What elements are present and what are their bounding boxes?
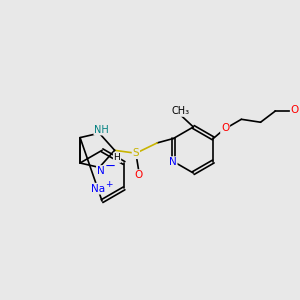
Text: N: N xyxy=(97,166,105,176)
Text: S: S xyxy=(133,148,139,158)
Text: CH₃: CH₃ xyxy=(171,106,189,116)
Text: Na: Na xyxy=(91,184,105,194)
Text: +: + xyxy=(105,180,113,189)
Text: H: H xyxy=(114,153,120,162)
Text: O: O xyxy=(135,170,143,180)
Text: O: O xyxy=(221,123,229,133)
Text: NH: NH xyxy=(94,124,109,135)
Text: −: − xyxy=(105,159,116,172)
Text: O: O xyxy=(291,104,299,115)
Text: N: N xyxy=(169,157,177,167)
